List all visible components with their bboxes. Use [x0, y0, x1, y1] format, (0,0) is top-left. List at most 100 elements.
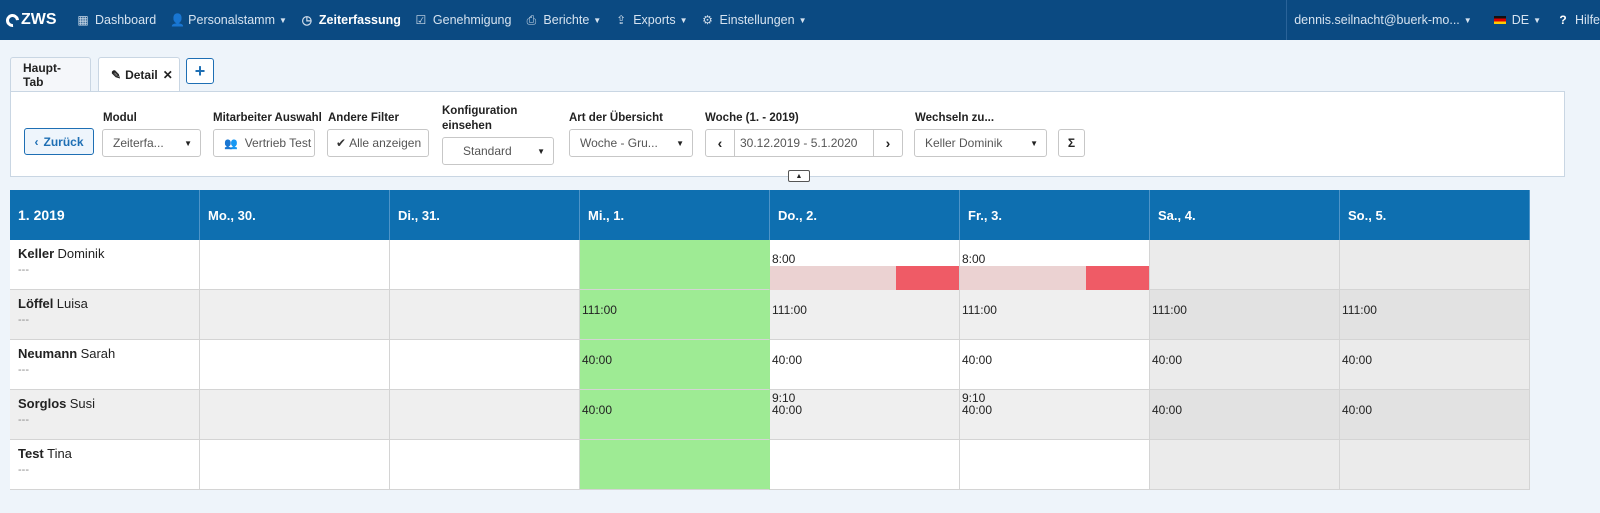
nav-item-zeiterfassung[interactable]: ◷ Zeiterfassung	[294, 0, 408, 40]
konfiguration-label-line1: Konfiguration	[442, 105, 518, 117]
day-cell[interactable]	[200, 240, 390, 290]
week-range-value: 30.12.2019 - 5.1.2020	[740, 136, 858, 150]
day-cell[interactable]	[1150, 440, 1340, 490]
time-value: 40:00	[1342, 403, 1373, 417]
day-header: Mo., 30.	[200, 190, 390, 240]
andere-filter-value: Alle anzeigen	[349, 136, 422, 150]
day-cell[interactable]	[200, 340, 390, 390]
day-cell[interactable]: 9:10 40:00	[770, 390, 960, 440]
add-tab-button[interactable]: +	[186, 58, 214, 84]
employee-name-cell[interactable]: Löffel Luisa ---	[10, 290, 200, 340]
andere-filter-label: Andere Filter	[328, 112, 399, 124]
day-cell[interactable]	[390, 440, 580, 490]
employee-name-cell[interactable]: Neumann Sarah ---	[10, 340, 200, 390]
day-cell[interactable]: 111:00	[1150, 290, 1340, 340]
andere-filter-button[interactable]: ✔ Alle anzeigen	[327, 129, 429, 157]
day-cell[interactable]: 40:00	[960, 340, 1150, 390]
language-label: DE	[1511, 13, 1530, 27]
day-cell[interactable]: 40:00	[1150, 340, 1340, 390]
day-cell[interactable]: 111:00	[580, 290, 770, 340]
time-value: 111:00	[1342, 303, 1377, 317]
day-header: Sa., 4.	[1150, 190, 1340, 240]
day-cell[interactable]	[390, 340, 580, 390]
mitarbeiter-button[interactable]: 👥 Vertrieb Test	[213, 129, 315, 157]
nav-item-exports[interactable]: ⇪ Exports ▼	[608, 0, 694, 40]
modul-value: Zeiterfa...	[113, 136, 164, 150]
app-logo[interactable]: ZWS	[0, 10, 70, 30]
day-cell[interactable]: 111:00	[1340, 290, 1530, 340]
day-cell[interactable]: 111:00	[960, 290, 1150, 340]
prev-week-button[interactable]: ‹	[705, 129, 735, 157]
day-cell[interactable]	[1340, 440, 1530, 490]
time-value-top: 9:10	[962, 391, 986, 405]
nav-item-einstellungen[interactable]: ⚙ Einstellungen ▼	[695, 0, 814, 40]
employee-name-cell[interactable]: Test Tina ---	[10, 440, 200, 490]
employee-first-name: Dominik	[57, 246, 105, 261]
day-cell[interactable]	[960, 440, 1150, 490]
time-value: 40:00	[1342, 353, 1373, 367]
sum-button[interactable]: Σ	[1058, 129, 1085, 157]
back-button[interactable]: ‹ Zurück	[24, 128, 94, 155]
day-cell[interactable]: 40:00	[770, 340, 960, 390]
day-cell[interactable]	[390, 240, 580, 290]
day-cell[interactable]	[200, 290, 390, 340]
user-menu[interactable]: dennis.seilnacht@buerk-mo... ▼	[1287, 0, 1478, 40]
day-cell[interactable]: 40:00	[1150, 390, 1340, 440]
day-cell[interactable]	[200, 390, 390, 440]
employee-name-cell[interactable]: Keller Dominik ---	[10, 240, 200, 290]
konfiguration-label-line2: einsehen	[442, 120, 492, 132]
chevron-down-icon: ▼	[1533, 15, 1541, 25]
employee-subtitle: ---	[18, 464, 29, 476]
day-cell[interactable]	[580, 440, 770, 490]
day-cell[interactable]	[390, 390, 580, 440]
time-value: 111:00	[582, 303, 617, 317]
day-cell[interactable]: 8:00	[770, 240, 960, 290]
time-value: 8:00	[772, 252, 796, 266]
question-icon: ?	[1559, 13, 1567, 27]
employee-name-cell[interactable]: Sorglos Susi ---	[10, 390, 200, 440]
modul-select[interactable]: Zeiterfa... ▼	[102, 129, 201, 157]
day-cell[interactable]	[1150, 240, 1340, 290]
time-value: 40:00	[1152, 403, 1183, 417]
close-icon[interactable]: ✕	[162, 68, 173, 82]
day-cell[interactable]	[200, 440, 390, 490]
day-cell[interactable]: 40:00	[1340, 340, 1530, 390]
tab-detail[interactable]: ✎ Detail ✕	[98, 57, 180, 92]
nav-item-dashboard[interactable]: ▦ Dashboard	[70, 0, 163, 40]
wechseln-select[interactable]: Keller Dominik ▼	[914, 129, 1047, 157]
chevron-down-icon: ▼	[184, 138, 192, 148]
employee-last-name: Löffel	[18, 296, 54, 311]
day-cell[interactable]	[390, 290, 580, 340]
day-cell[interactable]: 40:00	[580, 390, 770, 440]
nav-item-genehmigung[interactable]: ☑ Genehmigung	[408, 0, 519, 40]
day-cell[interactable]	[770, 440, 960, 490]
language-menu[interactable]: DE ▼	[1487, 0, 1548, 40]
collapse-filters-button[interactable]: ▲	[788, 170, 810, 182]
main-menu: ▦ Dashboard 👤 Personalstamm ▼ ◷ Zeiterfassung ☑…	[70, 0, 814, 40]
chevron-down-icon: ▼	[676, 138, 684, 148]
chevron-down-icon: ▼	[279, 15, 287, 25]
day-cell[interactable]: 111:00	[770, 290, 960, 340]
day-cell[interactable]: 40:00	[1340, 390, 1530, 440]
day-cell[interactable]: 40:00	[580, 340, 770, 390]
chevron-left-icon: ‹	[717, 135, 723, 151]
pencil-icon: ✎	[111, 68, 122, 82]
help-link[interactable]: ? Hilfe	[1550, 0, 1600, 40]
art-select[interactable]: Woche - Gru... ▼	[569, 129, 693, 157]
day-cell[interactable]: 8:00	[960, 240, 1150, 290]
next-week-button[interactable]: ›	[873, 129, 903, 157]
absence-bar	[770, 266, 896, 290]
tab-haupt[interactable]: Haupt-Tab	[10, 57, 91, 91]
time-value: 40:00	[582, 403, 613, 417]
week-range-field[interactable]: 30.12.2019 - 5.1.2020	[734, 129, 874, 157]
back-label: Zurück	[43, 134, 84, 149]
nav-item-berichte[interactable]: ⎙ Berichte ▼	[518, 0, 608, 40]
day-cell[interactable]: 9:10 40:00	[960, 390, 1150, 440]
german-flag-icon	[1493, 16, 1506, 24]
nav-item-personalstamm[interactable]: 👤 Personalstamm ▼	[163, 0, 294, 40]
nav-item-label: Berichte	[543, 13, 590, 27]
konfiguration-select[interactable]: Standard ▼	[442, 137, 554, 165]
day-cell[interactable]	[580, 240, 770, 290]
time-value: 40:00	[962, 403, 993, 417]
day-cell[interactable]	[1340, 240, 1530, 290]
